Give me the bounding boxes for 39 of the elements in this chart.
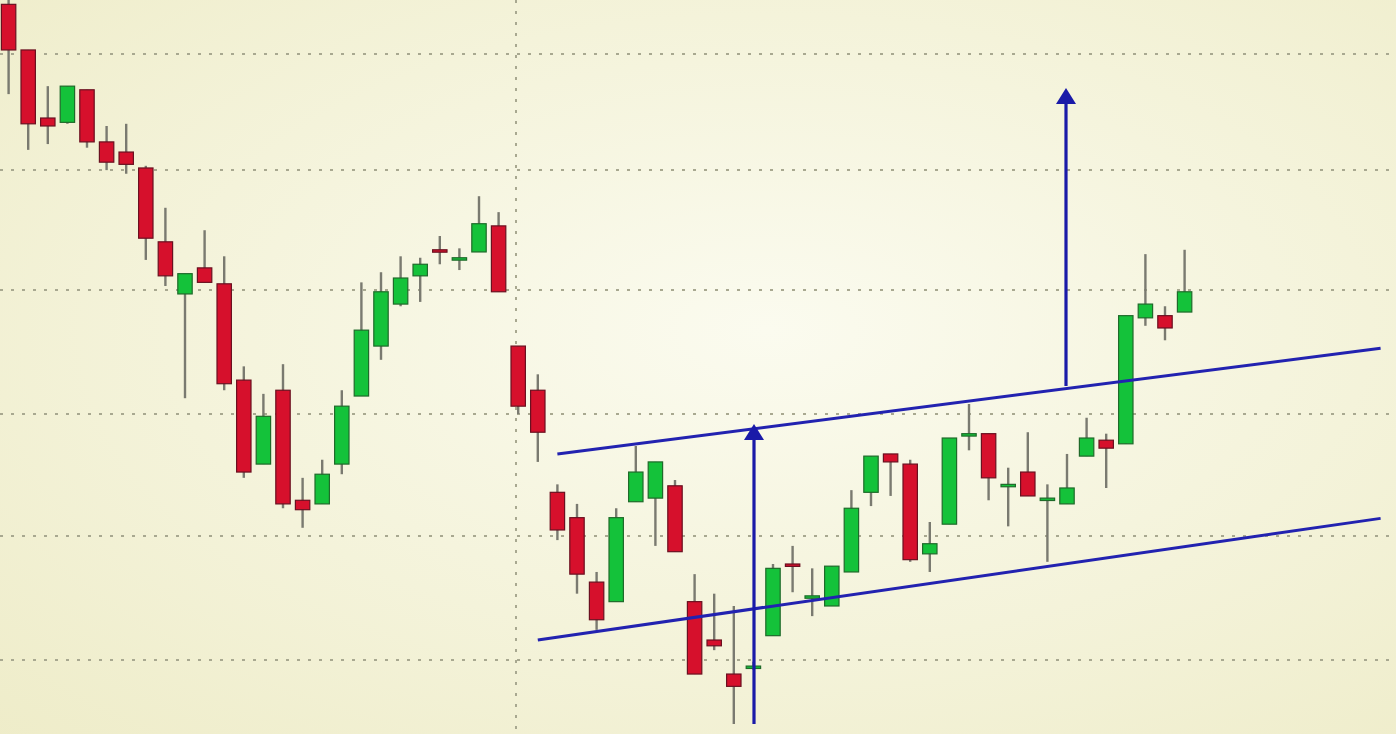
candlestick [726,604,742,726]
candlestick [628,444,644,503]
candlestick [177,272,193,400]
candlestick [1137,252,1154,327]
candlestick [196,229,213,284]
candlestick [922,520,938,574]
candlestick [432,234,448,266]
candlestick [118,122,134,175]
candlestick [1176,248,1193,314]
candlestick [0,0,17,96]
candlestick [471,195,487,254]
candlestick [1157,305,1173,342]
candlestick [530,373,546,464]
candlestick [824,565,840,607]
candlestick [294,476,311,529]
candlestick [1098,432,1114,490]
candlestick [706,592,722,652]
candlestick [255,392,272,466]
candlestick [882,452,899,498]
candlestick [804,567,820,618]
candlestick [314,458,330,506]
candlestick [1039,483,1056,564]
candlestick [961,402,977,452]
candlestick [647,460,664,548]
candlestick [549,483,566,542]
candlestick [157,206,174,288]
candlestick [1078,416,1095,458]
candlestick [98,124,115,172]
candlestick [40,84,56,146]
candlestick [59,84,76,125]
candlestick [451,247,468,272]
candlestick [392,255,409,308]
candlestick [1059,452,1075,506]
candlestick [1020,431,1036,498]
candlestick [412,256,428,304]
candlestick [863,454,879,508]
candlestick [980,432,997,502]
candlestick [784,544,801,594]
candlestick [588,570,605,632]
